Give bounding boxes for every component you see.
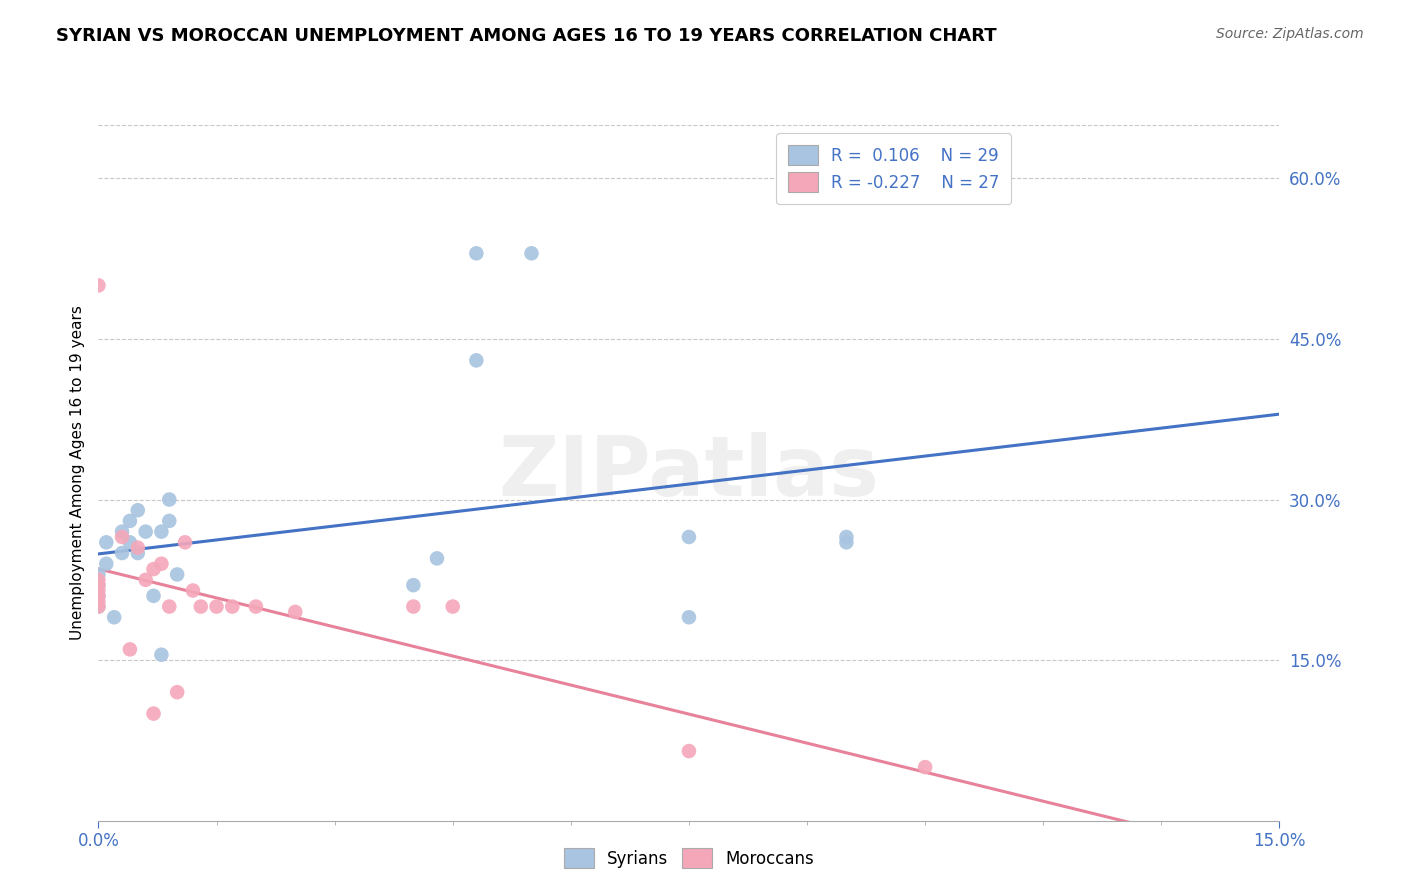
Point — [135, 573, 157, 587]
Point — [157, 514, 180, 528]
Point — [402, 599, 425, 614]
Point — [205, 599, 228, 614]
Point — [142, 589, 165, 603]
Point — [284, 605, 307, 619]
Point — [87, 573, 110, 587]
Point — [118, 642, 141, 657]
Text: Source: ZipAtlas.com: Source: ZipAtlas.com — [1216, 27, 1364, 41]
Text: SYRIAN VS MOROCCAN UNEMPLOYMENT AMONG AGES 16 TO 19 YEARS CORRELATION CHART: SYRIAN VS MOROCCAN UNEMPLOYMENT AMONG AG… — [56, 27, 997, 45]
Point — [181, 583, 204, 598]
Point — [150, 648, 173, 662]
Point — [157, 492, 180, 507]
Point — [835, 530, 858, 544]
Point — [103, 610, 125, 624]
Point — [111, 530, 134, 544]
Point — [87, 589, 110, 603]
Point — [166, 685, 188, 699]
Point — [678, 610, 700, 624]
Point — [150, 557, 173, 571]
Y-axis label: Unemployment Among Ages 16 to 19 years: Unemployment Among Ages 16 to 19 years — [69, 305, 84, 640]
Point — [157, 599, 180, 614]
Point — [835, 535, 858, 549]
Point — [87, 567, 110, 582]
Point — [87, 599, 110, 614]
Point — [118, 514, 141, 528]
Point — [150, 524, 173, 539]
Point — [190, 599, 212, 614]
Point — [678, 530, 700, 544]
Point — [142, 706, 165, 721]
Point — [465, 353, 488, 368]
Point — [221, 599, 243, 614]
Point — [245, 599, 267, 614]
Point — [87, 599, 110, 614]
Point — [402, 578, 425, 592]
Point — [465, 246, 488, 260]
Point — [118, 535, 141, 549]
Point — [111, 546, 134, 560]
Point — [87, 594, 110, 608]
Point — [111, 524, 134, 539]
Point — [441, 599, 464, 614]
Point — [127, 541, 149, 555]
Point — [135, 524, 157, 539]
Legend: Syrians, Moroccans: Syrians, Moroccans — [557, 841, 821, 875]
Point — [87, 589, 110, 603]
Point — [166, 567, 188, 582]
Point — [87, 578, 110, 592]
Point — [678, 744, 700, 758]
Point — [87, 583, 110, 598]
Point — [174, 535, 197, 549]
Point — [127, 546, 149, 560]
Point — [96, 557, 118, 571]
Point — [914, 760, 936, 774]
Point — [520, 246, 543, 260]
Text: ZIPatlas: ZIPatlas — [499, 433, 879, 513]
Point — [87, 578, 110, 592]
Point — [127, 503, 149, 517]
Point — [142, 562, 165, 576]
Point — [426, 551, 449, 566]
Point — [96, 535, 118, 549]
Point — [87, 278, 110, 293]
